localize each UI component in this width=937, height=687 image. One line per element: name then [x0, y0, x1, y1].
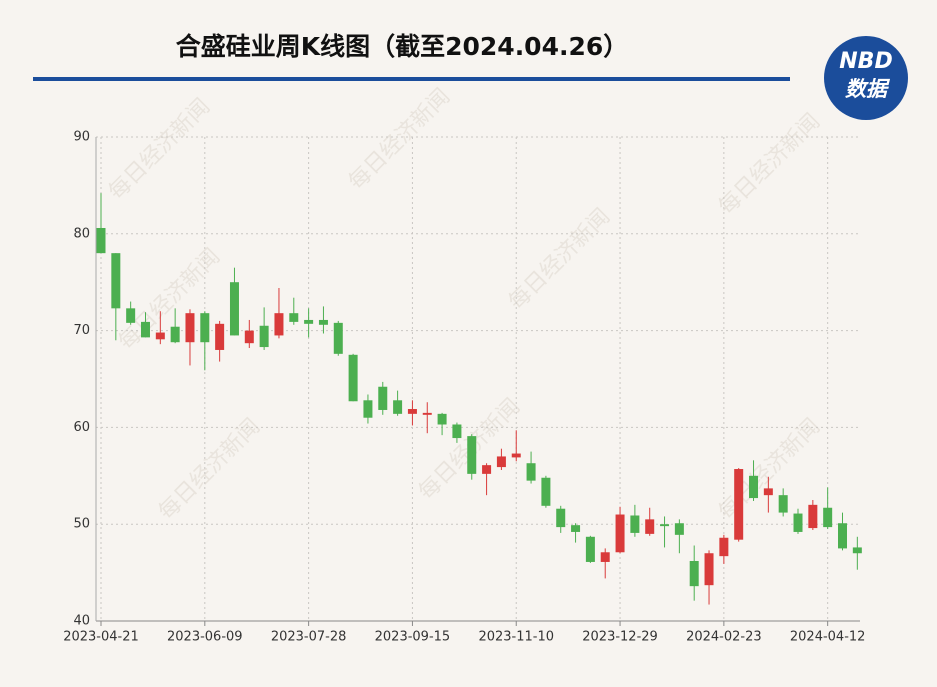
- candle-body: [763, 488, 773, 496]
- candle-body: [289, 313, 299, 322]
- candle-body: [482, 465, 492, 474]
- x-tick-label: 2023-09-15: [375, 630, 451, 645]
- candle-body: [719, 537, 729, 557]
- logo-text: 数据: [845, 77, 891, 101]
- y-tick-label: 50: [73, 517, 90, 532]
- candle-body: [793, 513, 803, 532]
- candle-body: [674, 523, 684, 535]
- candle-body: [348, 354, 358, 402]
- candle-body: [422, 412, 432, 415]
- candle-body: [140, 321, 150, 338]
- candle-body: [496, 456, 506, 468]
- candle-body: [852, 547, 862, 554]
- logo: [824, 36, 908, 120]
- candle-body: [467, 436, 477, 474]
- candle-body: [155, 332, 165, 340]
- x-tick-label: 2023-07-28: [271, 630, 347, 645]
- candle-body: [259, 325, 269, 348]
- candle-body: [200, 313, 210, 343]
- candle-body: [126, 308, 136, 323]
- candle-body: [185, 313, 195, 343]
- y-tick-label: 80: [73, 226, 90, 241]
- candle-body: [111, 253, 121, 309]
- candle-body: [689, 560, 699, 587]
- candle-body: [600, 552, 610, 562]
- candle-body: [615, 514, 625, 553]
- candle-body: [778, 495, 788, 513]
- x-tick-label: 2023-12-29: [582, 630, 658, 645]
- candle-body: [363, 400, 373, 418]
- chart-title: 合盛硅业周K线图（截至2024.04.26）: [176, 32, 629, 61]
- candle-body: [437, 413, 447, 425]
- candle-body: [333, 322, 343, 354]
- candle-body: [808, 504, 818, 529]
- candle-body: [304, 319, 314, 324]
- x-tick-label: 2024-04-12: [790, 630, 866, 645]
- candle-body: [318, 319, 328, 325]
- candle-body: [734, 469, 744, 540]
- x-tick-label: 2024-02-23: [686, 630, 762, 645]
- candle-body: [571, 525, 581, 532]
- candle-body: [452, 424, 462, 439]
- candle-body: [541, 477, 551, 506]
- logo-text: NBD: [839, 49, 892, 74]
- candle-body: [229, 282, 239, 336]
- y-tick-label: 70: [73, 323, 90, 338]
- x-tick-label: 2023-04-21: [63, 630, 139, 645]
- candle-body: [704, 553, 714, 586]
- candle-body: [274, 313, 284, 336]
- y-tick-label: 60: [73, 420, 90, 435]
- title-rule: [33, 77, 790, 81]
- candle-body: [378, 386, 388, 410]
- candle-body: [526, 463, 536, 481]
- candle-body: [393, 400, 403, 414]
- candle-body: [511, 453, 521, 458]
- candle-body: [660, 524, 670, 527]
- candle-body: [585, 536, 595, 562]
- x-tick-label: 2023-06-09: [167, 630, 243, 645]
- candle-body: [823, 507, 833, 528]
- candle-body: [96, 227, 106, 254]
- x-tick-label: 2023-11-10: [478, 630, 554, 645]
- candle-body: [556, 508, 566, 528]
- y-tick-label: 90: [73, 130, 90, 145]
- candle-body: [838, 523, 847, 549]
- candle-body: [215, 323, 225, 350]
- candle-body: [244, 330, 254, 344]
- candle-body: [170, 326, 180, 343]
- y-tick-label: 40: [73, 614, 90, 629]
- candle-body: [645, 519, 655, 534]
- candle-body: [749, 475, 759, 499]
- candle-body: [407, 409, 417, 414]
- candle-body: [630, 515, 640, 533]
